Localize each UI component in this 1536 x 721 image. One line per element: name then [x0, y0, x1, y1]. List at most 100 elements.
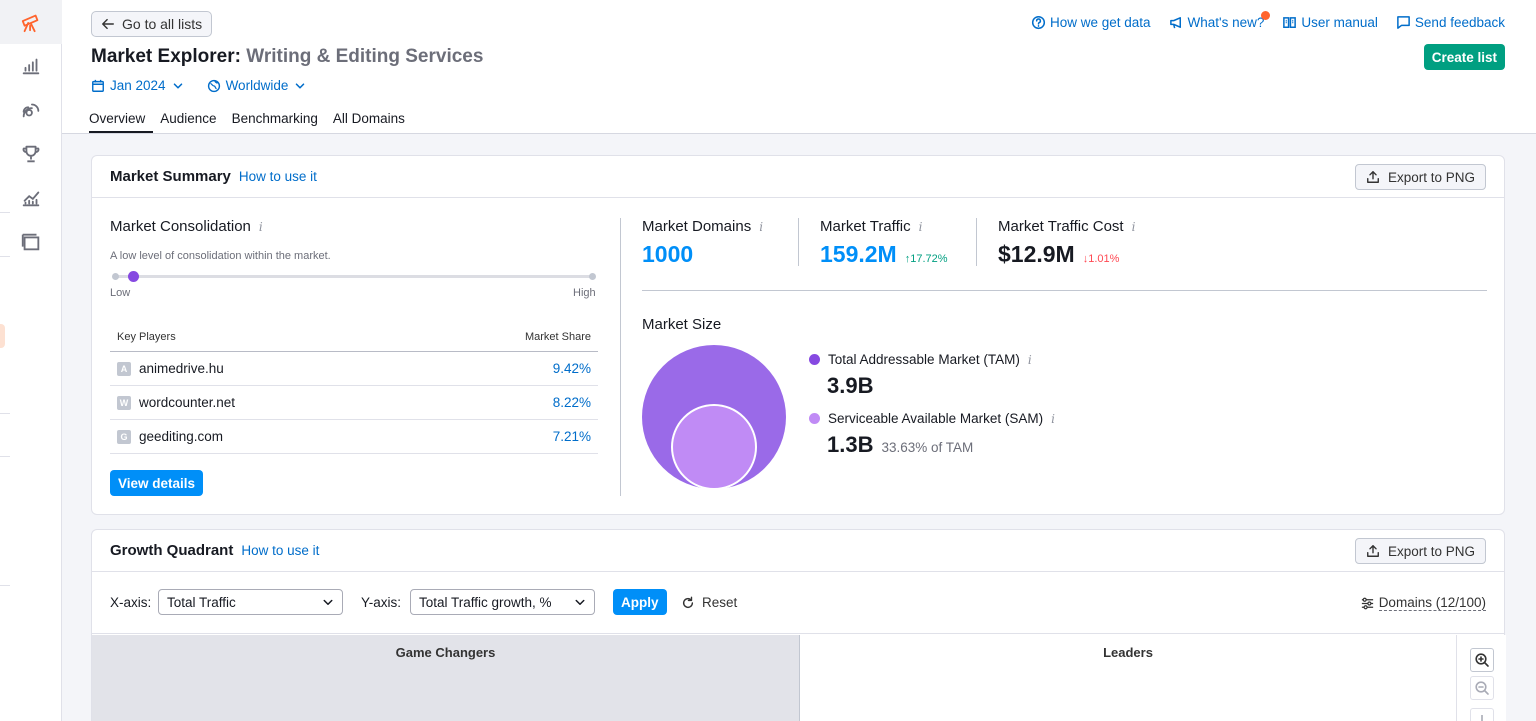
reset-zoom-button[interactable] — [1470, 708, 1494, 721]
growth-quadrant-card: Growth Quadrant How to use it Export to … — [91, 529, 1506, 721]
section-divider — [620, 218, 621, 496]
zoom-out-button[interactable] — [1470, 676, 1494, 700]
notification-dot — [1261, 11, 1271, 20]
market-share-link[interactable]: 9.42% — [552, 361, 591, 376]
zoom-out-icon — [1475, 681, 1489, 695]
market-domains-metric: Market Domains i 1000 — [642, 218, 763, 268]
bar-chart-nav-icon[interactable] — [0, 44, 62, 88]
sam-dot — [809, 413, 820, 424]
sidebar-indicator — [0, 324, 5, 348]
y-axis-select[interactable]: Total Traffic growth, % — [410, 589, 595, 615]
lists-nav-icon[interactable] — [0, 220, 62, 264]
market-size-chart — [642, 345, 786, 490]
go-to-all-lists-button[interactable]: Go to all lists — [91, 11, 213, 37]
megaphone-icon — [1169, 17, 1181, 29]
page-title-main: Market Explorer: — [91, 46, 241, 67]
back-label: Go to all lists — [122, 16, 203, 32]
comment-icon — [1397, 16, 1410, 29]
view-details-button[interactable]: View details — [110, 470, 204, 496]
whats-new-label: What's new? — [1187, 15, 1265, 30]
how-we-get-data-label: How we get data — [1049, 15, 1151, 30]
tab-audience[interactable]: Audience — [160, 111, 217, 126]
export-label: Export to PNG — [1387, 543, 1475, 559]
region-filter[interactable]: Worldwide — [207, 78, 308, 93]
consolidation-title: Market Consolidation — [110, 218, 251, 235]
upload-icon — [1367, 171, 1379, 183]
quadrant-title: Leaders — [1103, 645, 1153, 660]
telescope-icon — [21, 14, 39, 33]
zoom-controls — [1456, 635, 1506, 721]
market-explorer-nav-icon[interactable] — [0, 0, 62, 44]
tab-benchmarking[interactable]: Benchmarking — [231, 111, 318, 126]
audience-nav-icon[interactable] — [0, 88, 62, 132]
tam-dot — [809, 354, 820, 365]
page-header: Go to all lists Market Explorer: Writing… — [62, 0, 1536, 134]
reset-button[interactable]: Reset — [681, 595, 737, 610]
create-list-button[interactable]: Create list — [1423, 44, 1505, 70]
quadrant-title: Game Changers — [395, 645, 496, 660]
date-filter-value: Jan 2024 — [110, 78, 166, 93]
info-icon[interactable]: i — [1027, 352, 1032, 367]
col-key-players: Key Players — [117, 330, 176, 343]
info-icon[interactable]: i — [1051, 411, 1055, 426]
consolidation-description: A low level of consolidation within the … — [110, 250, 331, 262]
domain-name: wordcounter.net — [139, 395, 236, 410]
app-sidebar — [0, 0, 62, 721]
export-png-button[interactable]: Export to PNG — [1354, 538, 1486, 564]
metric-divider — [798, 218, 799, 266]
tam-legend: Total Addressable Market (TAM) i 3.9B — [809, 352, 1032, 399]
favicon-icon: W — [117, 395, 131, 410]
chevron-down-icon — [296, 82, 305, 89]
page-title: Market Explorer: Writing & Editing Servi… — [91, 46, 483, 68]
sam-label: Serviceable Available Market (SAM) — [828, 411, 1044, 426]
y-axis-value: Total Traffic growth, % — [419, 594, 552, 610]
chevron-down-icon — [575, 599, 585, 605]
market-summary-how-to-link[interactable]: How to use it — [238, 169, 317, 184]
zoom-in-icon — [1475, 653, 1489, 667]
info-icon[interactable]: i — [258, 219, 263, 234]
info-icon[interactable]: i — [918, 219, 923, 234]
whats-new-link[interactable]: What's new? — [1169, 11, 1271, 30]
x-axis-select[interactable]: Total Traffic — [158, 589, 343, 615]
favicon-icon: G — [117, 429, 131, 444]
sidebar-divider — [0, 585, 10, 586]
trends-nav-icon[interactable] — [0, 176, 62, 220]
chevron-down-icon — [323, 599, 333, 605]
window-stack-icon — [21, 233, 40, 251]
market-domains-value[interactable]: 1000 — [642, 241, 694, 267]
zoom-in-button[interactable] — [1470, 648, 1494, 672]
market-traffic-cost-value: $12.9M — [998, 241, 1075, 267]
domains-filter-link[interactable]: Domains (12/100) — [1360, 595, 1486, 611]
market-traffic-value[interactable]: 159.2M — [820, 241, 897, 267]
reset-label: Reset — [702, 595, 738, 610]
how-we-get-data-link[interactable]: How we get data — [1031, 15, 1151, 30]
market-share-link[interactable]: 8.22% — [552, 395, 591, 410]
consolidation-low-end — [112, 273, 119, 280]
market-traffic-metric: Market Traffic i 159.2M ↑17.72% — [820, 218, 948, 268]
key-players-header: Key Players Market Share — [110, 322, 598, 352]
consolidation-high-label: High — [573, 287, 596, 299]
consolidation-indicator — [127, 271, 139, 282]
growth-quadrant-how-to-link[interactable]: How to use it — [241, 543, 320, 558]
line-chart-icon — [22, 191, 40, 207]
fit-icon — [1481, 715, 1483, 721]
info-icon[interactable]: i — [759, 219, 764, 234]
page-tabs: Overview Audience Benchmarking All Domai… — [89, 111, 420, 133]
growth-quadrant-title: Growth Quadrant — [110, 542, 234, 559]
tab-all-domains[interactable]: All Domains — [332, 111, 405, 126]
export-png-button[interactable]: Export to PNG — [1354, 164, 1486, 190]
user-manual-link[interactable]: User manual — [1282, 15, 1378, 30]
date-filter[interactable]: Jan 2024 — [91, 78, 185, 93]
consolidation-track — [114, 275, 593, 278]
market-share-link[interactable]: 7.21% — [552, 429, 591, 444]
send-feedback-link[interactable]: Send feedback — [1396, 15, 1505, 30]
upload-icon — [1367, 545, 1379, 557]
sam-value: 1.3B — [827, 432, 874, 457]
info-icon[interactable]: i — [1131, 219, 1136, 234]
quadrant-leaders: Leaders — [799, 635, 1456, 721]
apply-button[interactable]: Apply — [613, 589, 667, 615]
favicon-icon: A — [117, 361, 131, 376]
tab-overview[interactable]: Overview — [89, 111, 154, 133]
trophy-nav-icon[interactable] — [0, 132, 62, 176]
